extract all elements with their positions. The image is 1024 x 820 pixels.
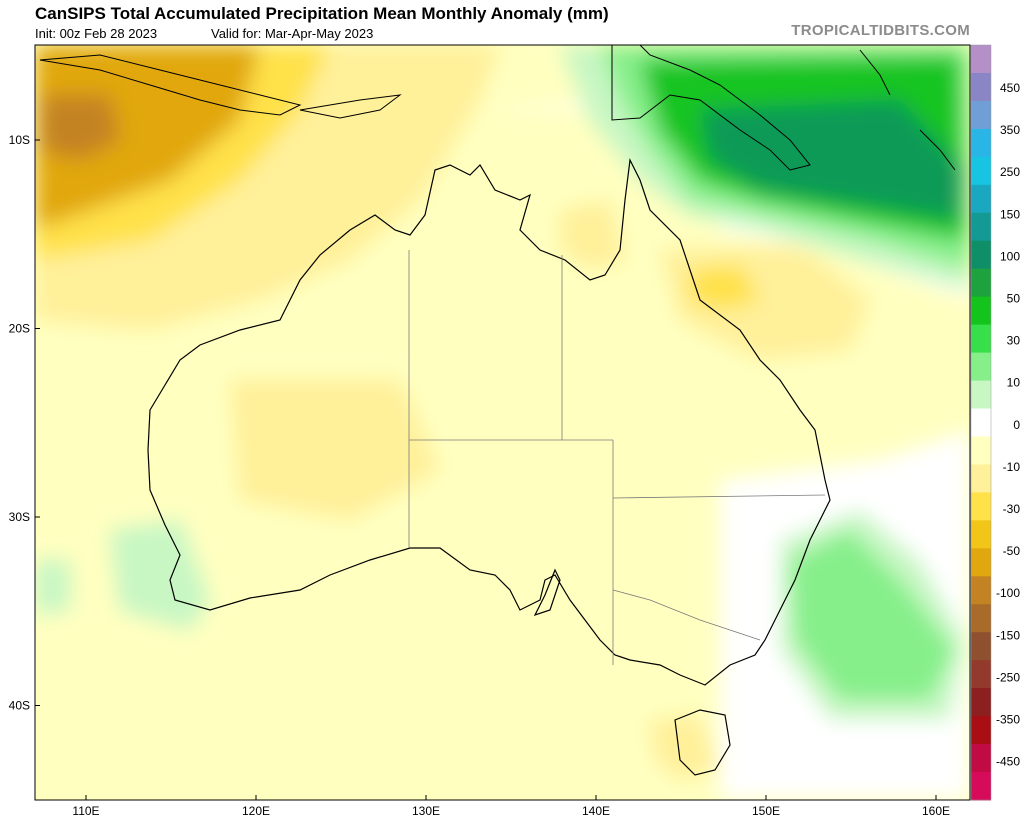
colorbar-frame — [970, 44, 992, 801]
lon-label: 150E — [752, 804, 780, 818]
colorbar-label: 250 — [1000, 165, 1020, 179]
lat-label: 20S — [9, 322, 30, 336]
colorbar-label: 30 — [1007, 334, 1021, 348]
lat-label: 40S — [9, 699, 30, 713]
colorbar-label: 450 — [1000, 81, 1020, 95]
colorbar-swatch — [971, 156, 991, 186]
colorbar-label: -30 — [1003, 502, 1021, 516]
colorbar-swatch — [971, 464, 991, 493]
colorbar-swatch — [971, 45, 991, 74]
colorbar-label: -50 — [1003, 544, 1021, 558]
colorbar-swatch — [971, 296, 991, 326]
lat-label: 30S — [9, 510, 30, 524]
lon-label: 120E — [242, 804, 270, 818]
colorbar-swatch — [971, 632, 991, 661]
brand-watermark: TROPICALTIDBITS.COM — [791, 22, 970, 39]
colorbar-swatch — [971, 520, 991, 549]
colorbar — [970, 44, 992, 801]
colorbar-swatch — [971, 576, 991, 605]
colorbar-swatch — [971, 128, 991, 158]
colorbar-swatch — [971, 324, 991, 354]
colorbar-swatch — [971, 548, 991, 577]
coastline — [147, 157, 831, 776]
longitude-labels: 110E 120E 130E 140E 150E 160E — [72, 795, 950, 818]
colorbar-label: -350 — [996, 713, 1020, 727]
colorbar-label: -250 — [996, 670, 1020, 684]
chart-title: CanSIPS Total Accumulated Precipitation … — [35, 4, 609, 23]
colorbar-swatch — [971, 352, 991, 382]
init-time: Init: 00z Feb 28 2023 — [35, 26, 158, 41]
map-frame — [34, 44, 971, 801]
lat-label: 10S — [9, 133, 30, 147]
colorbar-label: -10 — [1003, 460, 1021, 474]
colorbar-labels: 4503502501501005030100-10-30-50-100-150-… — [996, 81, 1020, 769]
lon-label: 110E — [72, 804, 99, 818]
lon-label: 140E — [582, 804, 610, 818]
state-borders — [408, 250, 826, 665]
colorbar-swatch — [971, 380, 991, 410]
lon-label: 160E — [922, 804, 950, 818]
colorbar-swatch — [971, 716, 991, 745]
colorbar-swatch — [971, 184, 991, 214]
colorbar-swatch — [971, 408, 991, 437]
colorbar-swatch — [971, 492, 991, 521]
colorbar-label: 10 — [1007, 376, 1021, 390]
colorbar-swatch — [971, 212, 991, 242]
colorbar-label: 350 — [1000, 123, 1020, 137]
colorbar-swatch — [971, 100, 991, 130]
colorbar-swatch — [971, 604, 991, 633]
colorbar-swatch — [971, 660, 991, 689]
colorbar-label: -100 — [996, 586, 1020, 600]
colorbar-swatch — [971, 268, 991, 298]
colorbar-label: -450 — [996, 755, 1020, 769]
valid-period: Valid for: Mar-Apr-May 2023 — [211, 26, 374, 41]
colorbar-label: -150 — [996, 628, 1020, 642]
lon-label: 130E — [412, 804, 440, 818]
colorbar-label: 50 — [1007, 292, 1021, 306]
colorbar-swatch — [971, 240, 991, 270]
anomaly-field — [35, 45, 970, 800]
colorbar-label: 0 — [1013, 418, 1020, 432]
colorbar-swatch — [971, 744, 991, 773]
colorbar-label: 150 — [1000, 207, 1020, 221]
colorbar-swatch — [971, 72, 991, 102]
colorbar-swatch — [971, 688, 991, 717]
colorbar-swatch — [971, 772, 991, 801]
colorbar-swatch — [971, 436, 991, 465]
colorbar-label: 100 — [1000, 249, 1020, 263]
latitude-labels: 10S 20S 30S 40S — [9, 133, 40, 713]
islands-outline — [39, 44, 956, 171]
